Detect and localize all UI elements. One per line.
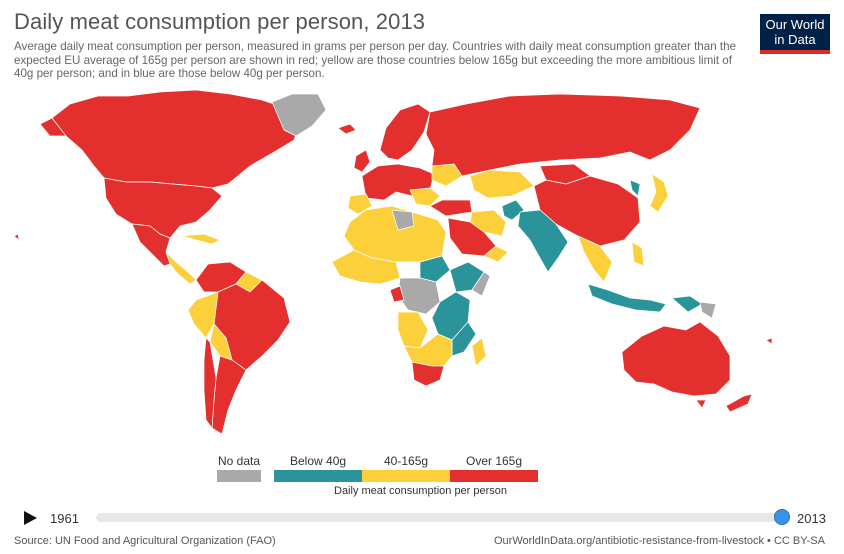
timeline-end-year: 2013 — [797, 511, 826, 526]
timeline: 1961 2013 — [0, 506, 844, 530]
region-pacific-islands[interactable] — [765, 337, 773, 345]
region-russia[interactable] — [425, 93, 701, 177]
region-sudan[interactable] — [419, 255, 451, 283]
region-iceland[interactable] — [337, 123, 357, 135]
region-korea[interactable] — [629, 179, 641, 197]
legend-swatch-mid[interactable] — [362, 470, 450, 482]
region-south-africa[interactable] — [411, 361, 445, 387]
play-icon[interactable] — [24, 511, 37, 525]
legend-caption: Daily meat consumption per person — [334, 485, 508, 497]
legend-mid-label: 40-165g — [384, 454, 429, 468]
region-new-zealand[interactable] — [725, 393, 753, 413]
region-indonesia[interactable] — [587, 283, 667, 313]
region-hawaii[interactable] — [13, 233, 20, 241]
region-new-guinea[interactable] — [671, 295, 703, 313]
logo-line-2: in Data — [774, 32, 816, 47]
region-india[interactable] — [517, 209, 569, 273]
region-somalia[interactable] — [471, 271, 491, 297]
logo-line-1: Our World — [765, 17, 825, 32]
region-balkans[interactable] — [409, 187, 441, 207]
region-argentina[interactable] — [211, 355, 247, 435]
region-greenland[interactable] — [271, 93, 327, 137]
region-angola[interactable] — [397, 311, 429, 349]
legend-below-label: Below 40g — [290, 454, 347, 468]
legend-swatch-nodata[interactable] — [217, 470, 261, 482]
region-canada[interactable] — [51, 89, 301, 189]
region-caribbean[interactable] — [181, 233, 221, 245]
footer-source: Source: UN Food and Agricultural Organiz… — [14, 535, 276, 547]
region-tasmania[interactable] — [695, 399, 707, 409]
region-philippines[interactable] — [631, 241, 645, 267]
region-papua[interactable] — [699, 301, 717, 319]
region-japan[interactable] — [649, 173, 669, 213]
chart-subtitle: Average daily meat consumption per perso… — [14, 40, 736, 81]
region-alaska[interactable] — [39, 117, 67, 137]
timeline-handle[interactable] — [774, 509, 790, 525]
region-iberia[interactable] — [347, 193, 373, 215]
region-scandinavia[interactable] — [379, 103, 431, 161]
region-libya[interactable] — [391, 209, 415, 231]
region-madagascar[interactable] — [471, 337, 487, 367]
region-southeast-asia[interactable] — [577, 235, 613, 283]
region-yemen-oman[interactable] — [483, 245, 509, 263]
legend-swatch-below[interactable] — [274, 470, 362, 482]
region-usa[interactable] — [103, 177, 223, 239]
chart-title: Daily meat consumption per person, 2013 — [14, 9, 426, 34]
legend-swatch-over[interactable] — [450, 470, 538, 482]
region-kazakhstan[interactable] — [469, 169, 535, 199]
region-afghanistan[interactable] — [501, 199, 525, 221]
region-central-america[interactable] — [165, 251, 197, 285]
world-map[interactable] — [0, 84, 844, 444]
region-chile[interactable] — [203, 337, 217, 429]
region-turkey[interactable] — [429, 199, 473, 217]
region-australia[interactable] — [621, 321, 731, 397]
owid-logo[interactable]: Our World in Data — [760, 14, 830, 54]
region-uk-ireland[interactable] — [353, 149, 371, 173]
region-central-africa[interactable] — [397, 277, 441, 315]
region-gabon[interactable] — [389, 285, 405, 303]
legend-over-label: Over 165g — [466, 454, 523, 468]
timeline-track[interactable] — [96, 513, 786, 522]
map-legend: No data Below 40g 40-165g Over 165g Dail… — [0, 448, 844, 498]
timeline-start-year: 1961 — [50, 511, 79, 526]
footer-link[interactable]: OurWorldInData.org/antibiotic-resistance… — [494, 535, 825, 547]
legend-nodata-label: No data — [218, 454, 261, 468]
